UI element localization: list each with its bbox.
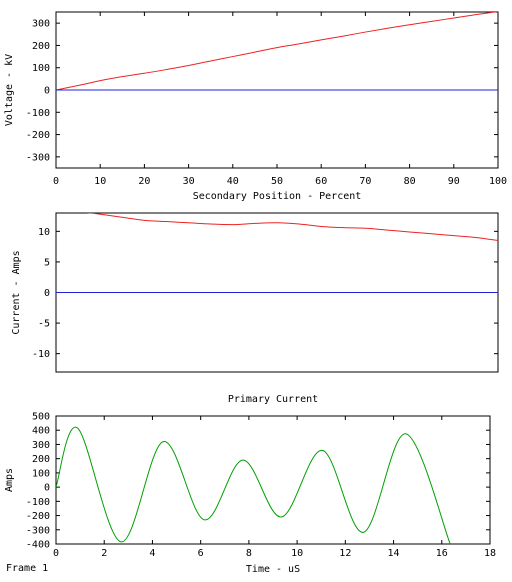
x-axis-title: Time - uS — [246, 564, 300, 575]
y-tick-label: -300 — [26, 152, 50, 163]
x-tick-label: 4 — [149, 548, 155, 559]
y-tick-label: -10 — [32, 349, 50, 360]
y-axis-title: Amps — [4, 468, 15, 492]
y-tick-label: 0 — [44, 483, 50, 494]
y-tick-label: -5 — [38, 319, 50, 330]
y-tick-label: 300 — [32, 19, 50, 30]
y-tick-label: 200 — [32, 41, 50, 52]
x-tick-label: 0 — [53, 548, 59, 559]
y-tick-label: -200 — [26, 511, 50, 522]
frame-label: Frame 1 — [6, 563, 49, 574]
chart-1: 300 200 100 0 -100 -200 -300 0 10 20 30 40 50 60 70 80 9… — [4, 11, 507, 202]
y-tick-label: 200 — [32, 454, 50, 465]
x-tick-label: 20 — [138, 176, 150, 187]
x-tick-label: 40 — [227, 176, 239, 187]
series-line-1 — [56, 12, 498, 91]
chart-2: 10 5 0 -5 -10 Current - Amps — [11, 212, 499, 373]
x-tick-label: 10 — [94, 176, 106, 187]
x-tick-label: 18 — [484, 548, 496, 559]
y-tick-label: -400 — [26, 540, 50, 551]
y-tick-label: -100 — [26, 497, 50, 508]
x-tick-label: 10 — [291, 548, 303, 559]
x-tick-label: 16 — [436, 548, 448, 559]
series-line-1 — [86, 213, 498, 242]
x-tick-label: 100 — [489, 176, 507, 187]
y-tick-label: 0 — [44, 86, 50, 97]
x-tick-label: 6 — [198, 548, 204, 559]
chart-title: Primary Current — [228, 394, 318, 405]
y-axis-title: Voltage - kV — [4, 54, 15, 126]
y-tick-label: -200 — [26, 130, 50, 141]
y-tick-label: 400 — [32, 426, 50, 437]
x-tick-label: 8 — [246, 548, 252, 559]
plot-frame — [55, 415, 491, 545]
x-axis-title: Secondary Position - Percent — [193, 191, 362, 202]
x-tick-label: 90 — [448, 176, 460, 187]
y-tick-label: 0 — [44, 288, 50, 299]
y-tick-label: 10 — [38, 227, 50, 238]
x-tick-label: 2 — [101, 548, 107, 559]
x-tick-label: 0 — [53, 176, 59, 187]
y-tick-label: -100 — [26, 108, 50, 119]
x-tick-label: 50 — [271, 176, 283, 187]
y-tick-label: 500 — [32, 412, 50, 423]
y-tick-label: -300 — [26, 525, 50, 536]
x-tick-label: 80 — [404, 176, 416, 187]
x-tick-label: 14 — [388, 548, 400, 559]
series-line-1 — [56, 426, 451, 544]
x-tick-label: 12 — [339, 548, 351, 559]
x-tick-label: 60 — [315, 176, 327, 187]
y-tick-label: 100 — [32, 468, 50, 479]
x-tick-label: 30 — [183, 176, 195, 187]
x-tick-label: 70 — [359, 176, 371, 187]
y-axis-title: Current - Amps — [11, 250, 22, 334]
y-tick-label: 300 — [32, 440, 50, 451]
y-tick-label: 5 — [44, 257, 50, 268]
y-tick-label: 100 — [32, 63, 50, 74]
